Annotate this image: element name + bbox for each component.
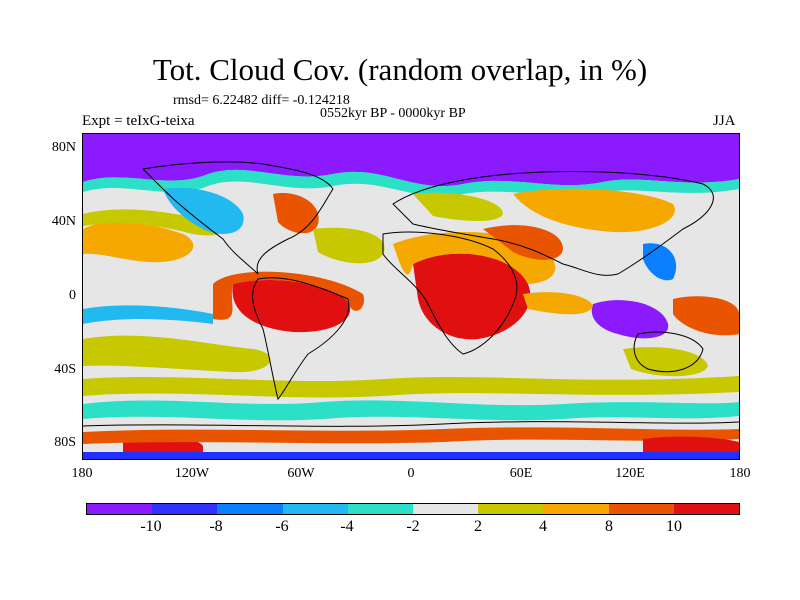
colorbar-swatch	[282, 504, 348, 514]
equatorial-pacific-cyan	[83, 305, 213, 324]
south-america-coast	[252, 277, 350, 400]
lon-label: 180	[71, 466, 93, 481]
colorbar-label: -4	[340, 518, 354, 535]
colorbar-swatch	[673, 504, 740, 514]
lat-label: 40S	[54, 362, 76, 377]
australia-yellow	[623, 347, 708, 377]
south-america-orange-halo	[213, 271, 365, 320]
maritime-continent-purple	[591, 300, 669, 339]
lat-label: 80N	[51, 140, 76, 155]
south-pole-strip	[83, 452, 739, 459]
siberia-orange	[513, 188, 675, 233]
period-label: 0552kyr BP - 0000kyr BP	[320, 106, 466, 121]
north-pacific-yellow	[83, 209, 224, 236]
colorbar-label: -8	[209, 518, 223, 535]
south-america-red	[232, 280, 351, 333]
colorbar	[86, 503, 740, 515]
australia-coast	[633, 331, 704, 373]
north-america-orange	[273, 193, 319, 234]
eurasia-coast	[392, 171, 714, 276]
south-pacific-yellow	[83, 335, 271, 373]
season-label: JJA	[713, 113, 736, 129]
colorbar-swatch	[217, 504, 283, 514]
lat-label: 80S	[54, 435, 76, 450]
indian-ocean-orange	[523, 292, 593, 315]
lat-label: 40N	[51, 214, 76, 229]
lon-label: 120E	[615, 466, 645, 481]
colorbar-swatch	[152, 504, 218, 514]
map-panel	[82, 133, 740, 460]
southern-cyan-band	[83, 400, 739, 421]
arabia-orange	[483, 225, 563, 260]
colorbar-swatch	[543, 504, 609, 514]
colorbar-label: -10	[140, 518, 162, 535]
colorbar-label: 2	[474, 518, 482, 535]
colorbar-swatch	[608, 504, 674, 514]
lon-label: 0	[407, 466, 415, 481]
west-pacific-orange	[673, 296, 739, 336]
stats-label: rmsd= 6.22482 diff= -0.124218	[173, 93, 350, 108]
lon-label: 60W	[287, 466, 315, 481]
antarctic-orange-band	[83, 427, 739, 444]
colorbar-label: 8	[605, 518, 613, 535]
colorbar-swatch	[347, 504, 414, 514]
north-america-coast	[141, 161, 334, 275]
africa-coast	[382, 231, 518, 355]
north-pacific-orange	[83, 221, 194, 263]
colorbar-label: 10	[666, 518, 682, 535]
lon-label: 60E	[509, 466, 533, 481]
colorbar-label: 4	[539, 518, 547, 535]
africa-red	[413, 253, 531, 340]
lat-label: 0	[69, 288, 76, 303]
southern-yellow-band	[83, 376, 739, 398]
experiment-label: Expt = teIxG-teixa	[82, 113, 195, 129]
atlantic-yellow	[313, 227, 385, 264]
antarctic-red-patch-2	[643, 436, 739, 456]
arctic-negative-region	[83, 134, 739, 187]
lon-label: 180	[729, 466, 751, 481]
north-america-cyan	[163, 187, 244, 234]
colorbar-swatch	[478, 504, 544, 514]
asia-yellow	[413, 192, 503, 221]
colorbar-swatch	[413, 504, 479, 514]
colorbar-label: -6	[275, 518, 289, 535]
coastlines	[83, 161, 739, 427]
lon-label: 120W	[174, 466, 210, 481]
colorbar-swatch	[87, 504, 153, 514]
colorbar-label: -2	[406, 518, 420, 535]
antarctica-coast	[83, 421, 739, 427]
chart-title: Tot. Cloud Cov. (random overlap, in %)	[152, 52, 648, 87]
map-canvas	[83, 134, 739, 459]
